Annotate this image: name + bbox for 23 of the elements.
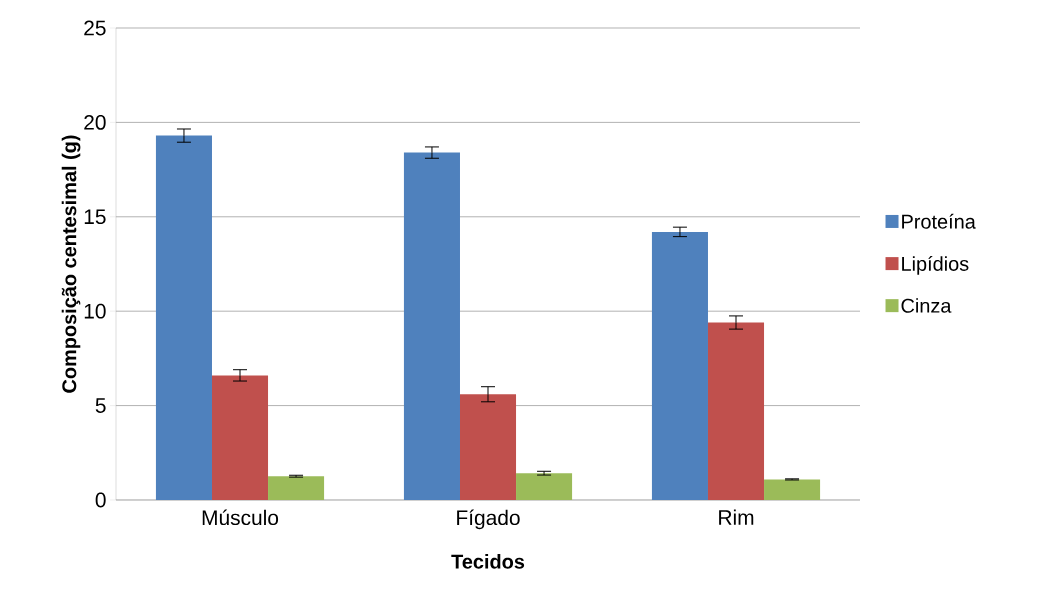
y-tick-label: 5 (95, 398, 106, 413)
y-tick-label: 25 (84, 20, 106, 36)
y-tick-label: 0 (95, 492, 106, 508)
x-tick-label: Rim (719, 509, 754, 525)
bar (707, 322, 765, 500)
bar (459, 394, 517, 500)
bar (403, 152, 460, 500)
y-tick-label: 15 (84, 209, 106, 225)
y-tick-label: 10 (84, 303, 106, 319)
bar (764, 479, 821, 500)
legend-label: Lipídios (902, 256, 969, 275)
bar (516, 473, 573, 500)
x-tick-label: Músculo (202, 509, 279, 526)
y-tick-label: 20 (84, 114, 106, 130)
y-axis-title: Composição centesimal (g) (61, 135, 81, 393)
x-tick-label: Fígado (457, 509, 520, 530)
legend-label: Cinza (901, 298, 952, 313)
bar (651, 231, 708, 500)
bar (155, 135, 212, 500)
legend-label: Proteína (902, 213, 976, 229)
bar (211, 375, 269, 500)
bar (268, 476, 325, 500)
x-axis-title: Tecidos (451, 554, 525, 569)
